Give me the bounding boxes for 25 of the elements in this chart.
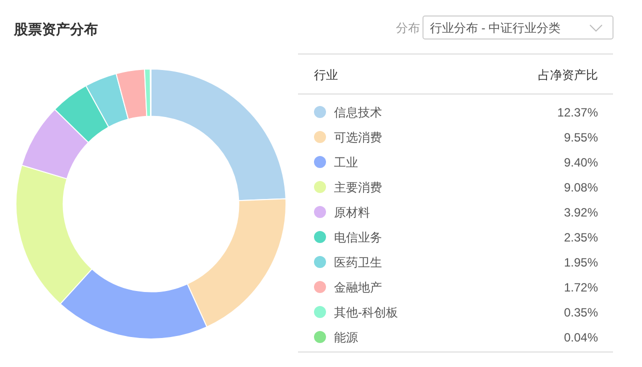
legend-label: 其他-科创板 bbox=[334, 306, 398, 320]
text: 行业分布 - 中证行业分类 bbox=[430, 21, 561, 35]
legend-label: 信息技术 bbox=[334, 106, 382, 120]
chart-title: 股票资产分布 bbox=[13, 21, 98, 37]
legend-label: 电信业务 bbox=[334, 230, 382, 244]
data-label: 3.92% bbox=[564, 206, 598, 220]
legend-label: 原材料 bbox=[334, 206, 370, 220]
data-label: 9.40% bbox=[564, 156, 598, 170]
text: 占净资产比 bbox=[538, 68, 598, 82]
text: 行业 bbox=[314, 68, 338, 82]
data-label: 9.55% bbox=[564, 130, 598, 144]
data-label: 1.72% bbox=[564, 280, 598, 294]
data-label: 0.04% bbox=[564, 330, 598, 344]
data-label: 0.35% bbox=[564, 306, 598, 320]
legend-label: 主要消费 bbox=[334, 180, 382, 194]
data-label: 1.95% bbox=[564, 256, 598, 270]
legend-label: 金融地产 bbox=[334, 280, 382, 294]
data-label: 2.35% bbox=[564, 230, 598, 244]
text: 分布 bbox=[396, 21, 420, 35]
legend-label: 能源 bbox=[334, 330, 358, 344]
data-label: 9.08% bbox=[564, 180, 598, 194]
legend-label: 医药卫生 bbox=[334, 256, 382, 270]
legend-label: 可选消费 bbox=[334, 130, 382, 144]
legend-label: 工业 bbox=[334, 156, 358, 170]
data-label: 12.37% bbox=[557, 106, 598, 120]
